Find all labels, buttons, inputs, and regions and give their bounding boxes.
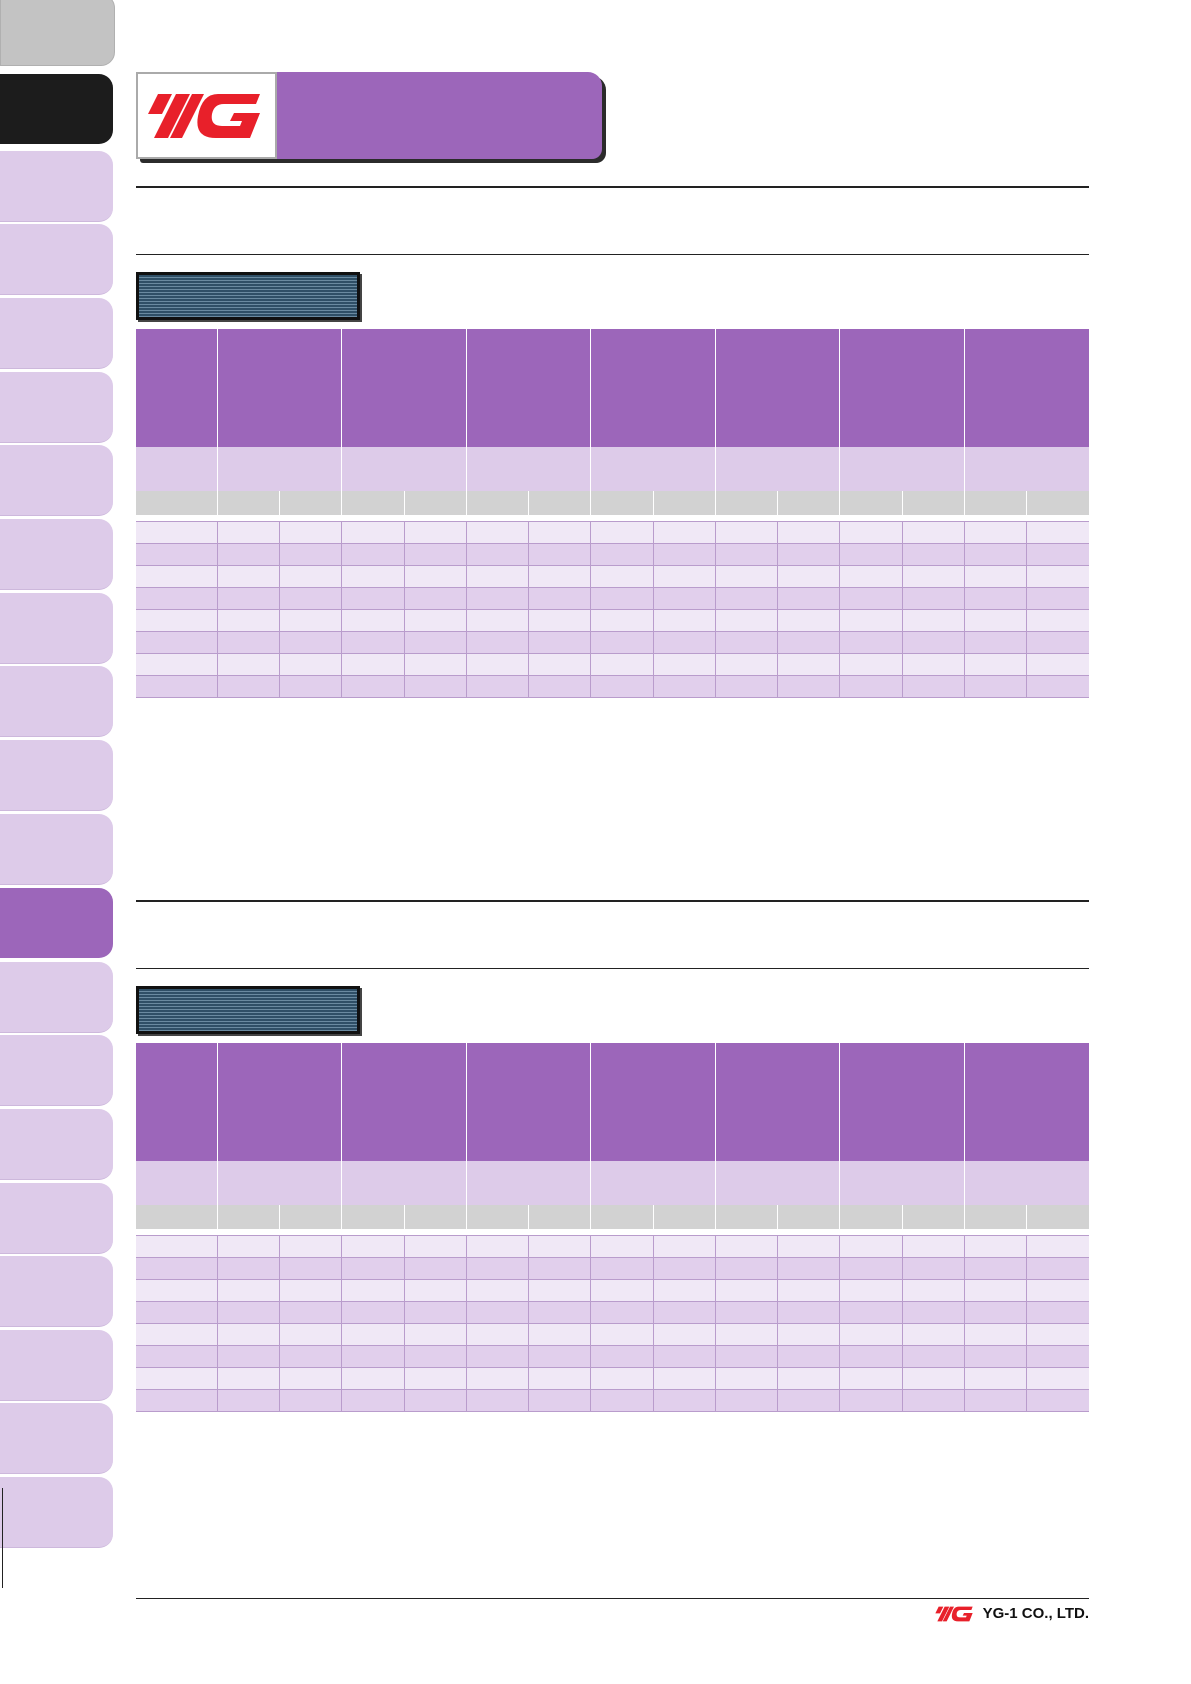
subheader-cell [217,447,343,491]
rule-top-2 [136,254,1089,255]
header-cell [466,329,592,447]
header-cell [217,1043,343,1161]
header-cell [341,329,467,447]
rule-mid-2 [136,968,1089,969]
header-cell [590,329,716,447]
header-cell [217,329,343,447]
table-row [136,1389,1089,1412]
subheader-cell [217,1161,343,1205]
section-label-bar-1 [136,272,360,320]
footer-rule [136,1598,1089,1599]
side-tab-13-active[interactable] [0,888,113,958]
table-row [136,1301,1089,1324]
subheader-cell [466,447,592,491]
table-row [136,609,1089,632]
header-cell [715,329,841,447]
side-tab-7[interactable] [0,445,113,516]
header-cell [341,1043,467,1161]
yg-logo-icon [148,94,260,138]
side-tab-2[interactable] [0,74,113,144]
company-name: YG-1 CO., LTD. [982,1605,1089,1622]
table-row [136,653,1089,676]
side-tab-4[interactable] [0,224,113,295]
side-tab-15[interactable] [0,1035,113,1106]
subheader-cell [964,447,1089,491]
table-row [136,1235,1089,1258]
subheader-cell [590,447,716,491]
header-cell [590,1043,716,1161]
side-tab-14[interactable] [0,962,113,1033]
header-cell [839,329,965,447]
table-row [136,1323,1089,1346]
side-tab-8[interactable] [0,519,113,590]
side-tab-9[interactable] [0,593,113,664]
table-header-row [136,329,1089,447]
subheader-cell [136,1161,218,1205]
side-tab-1[interactable] [0,0,115,66]
subheader-cell [466,1161,592,1205]
spec-table-2 [136,1043,1089,1412]
side-tab-5[interactable] [0,298,113,369]
header-cell [136,329,218,447]
side-tab-16[interactable] [0,1109,113,1180]
section-label-bar-2 [136,986,360,1034]
yg-logo-small-icon [934,1606,973,1621]
header-cell [839,1043,965,1161]
table-unit-row [136,491,1089,515]
side-tab-11[interactable] [0,740,113,811]
subheader-cell [136,447,218,491]
side-tab-3[interactable] [0,151,113,222]
header-cell [136,1043,218,1161]
spec-table-1 [136,329,1089,698]
header-cell [715,1043,841,1161]
table-row [136,675,1089,698]
header-cell [466,1043,592,1161]
subheader-cell [839,1161,965,1205]
side-tab-18[interactable] [0,1256,113,1327]
subheader-cell [839,447,965,491]
rule-mid-1 [136,900,1089,902]
side-tab-20[interactable] [0,1403,113,1474]
side-tab-nav [0,0,115,1684]
table-header-row [136,1043,1089,1161]
table-row [136,1367,1089,1390]
table-row [136,1345,1089,1368]
side-tab-10[interactable] [0,666,113,737]
table-subheader-row [136,447,1089,491]
table-unit-row [136,1205,1089,1229]
side-tab-19[interactable] [0,1330,113,1401]
side-tab-12[interactable] [0,814,113,885]
brand-logo [136,72,277,159]
table-row [136,543,1089,566]
table-row [136,521,1089,544]
subheader-cell [590,1161,716,1205]
side-tab-17[interactable] [0,1183,113,1254]
table-row [136,565,1089,588]
table-row [136,631,1089,654]
header-cell [964,1043,1089,1161]
table-row [136,1257,1089,1280]
rule-top-1 [136,186,1089,188]
side-edge-line [2,1488,3,1588]
header-cell [964,329,1089,447]
table-row [136,1279,1089,1302]
subheader-cell [964,1161,1089,1205]
side-tab-21[interactable] [0,1477,113,1548]
subheader-cell [341,447,467,491]
table-subheader-row [136,1161,1089,1205]
subheader-cell [715,1161,841,1205]
footer-brand: YG-1 CO., LTD. [934,1605,1089,1622]
side-tab-6[interactable] [0,372,113,443]
table-row [136,587,1089,610]
subheader-cell [715,447,841,491]
subheader-cell [341,1161,467,1205]
